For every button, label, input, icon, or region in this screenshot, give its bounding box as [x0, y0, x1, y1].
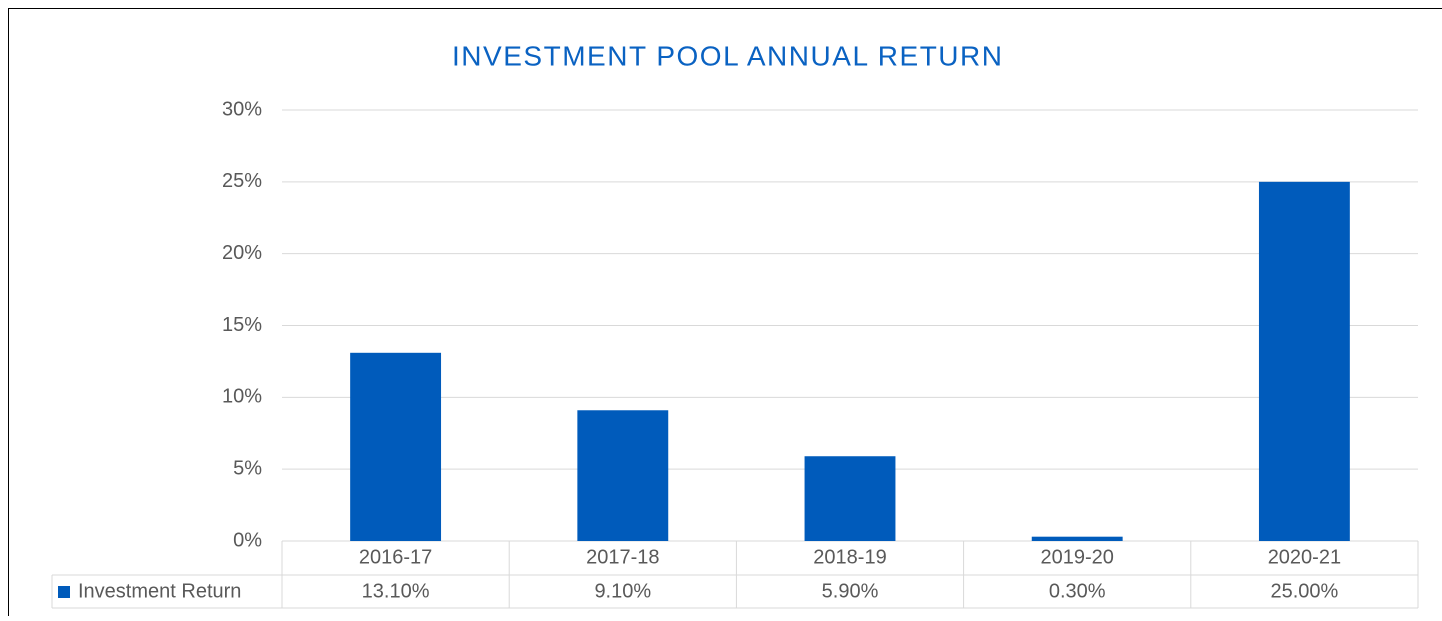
y-tick-label: 20% [222, 242, 262, 264]
x-tick-label: 2018-19 [813, 546, 886, 568]
table-value: 5.90% [822, 580, 879, 602]
table-value: 9.10% [594, 580, 651, 602]
y-tick-label: 10% [222, 386, 262, 408]
bar [577, 410, 668, 541]
y-tick-label: 5% [233, 457, 262, 479]
bar [1032, 537, 1123, 541]
chart-title: INVESTMENT POOL ANNUAL RETURN [452, 40, 1002, 71]
x-tick-label: 2016-17 [359, 546, 432, 568]
legend-swatch [58, 586, 70, 598]
bar [350, 353, 441, 541]
y-tick-label: 30% [222, 98, 262, 120]
x-tick-label: 2020-21 [1268, 546, 1341, 568]
table-value: 0.30% [1049, 580, 1106, 602]
table-value: 13.10% [362, 580, 430, 602]
bar [1259, 182, 1350, 541]
x-tick-label: 2017-18 [586, 546, 659, 568]
y-tick-label: 15% [222, 314, 262, 336]
bar [805, 456, 896, 541]
y-tick-label: 25% [222, 170, 262, 192]
x-tick-label: 2019-20 [1040, 546, 1113, 568]
legend-label: Investment Return [78, 580, 241, 602]
y-tick-label: 0% [233, 529, 262, 551]
table-value: 25.00% [1270, 580, 1338, 602]
